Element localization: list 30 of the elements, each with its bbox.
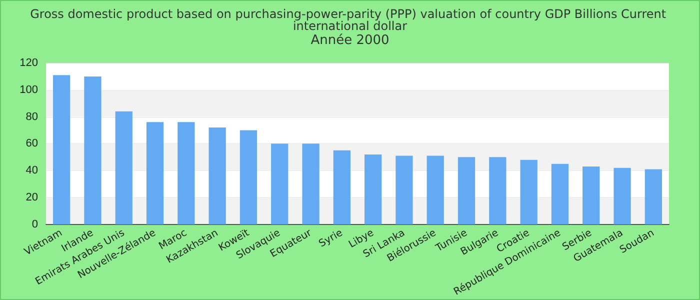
chart-subtitle: Année 2000 xyxy=(310,33,390,48)
bar xyxy=(208,128,226,224)
bar xyxy=(644,169,662,224)
bar xyxy=(520,160,538,224)
bar xyxy=(489,157,506,224)
bar xyxy=(458,157,476,224)
x-tick-label: Syrie xyxy=(317,228,345,250)
bar xyxy=(53,75,70,224)
y-tick-label: 80 xyxy=(26,110,38,123)
bar xyxy=(178,122,195,224)
bar xyxy=(84,76,102,224)
y-tick-label: 40 xyxy=(26,164,38,177)
y-tick-label: 60 xyxy=(26,138,38,150)
bar xyxy=(240,130,258,224)
bar xyxy=(333,150,350,224)
y-tick-label: 120 xyxy=(20,57,38,69)
bar xyxy=(115,111,132,224)
y-tick-label: 20 xyxy=(26,191,38,204)
bar xyxy=(426,156,444,224)
y-tick-label: 100 xyxy=(20,84,38,96)
y-tick-label: 0 xyxy=(32,218,38,230)
bar xyxy=(364,154,382,224)
bar xyxy=(551,164,569,224)
chart-title: Gross domestic product based on purchasing-power-parity (PPP) valuation of country GDP Billions Current international dollar xyxy=(30,7,670,33)
bar xyxy=(146,122,164,224)
bar xyxy=(396,156,413,224)
bar xyxy=(302,144,320,224)
bar xyxy=(582,166,600,224)
bar xyxy=(271,144,288,224)
bar xyxy=(614,168,631,224)
